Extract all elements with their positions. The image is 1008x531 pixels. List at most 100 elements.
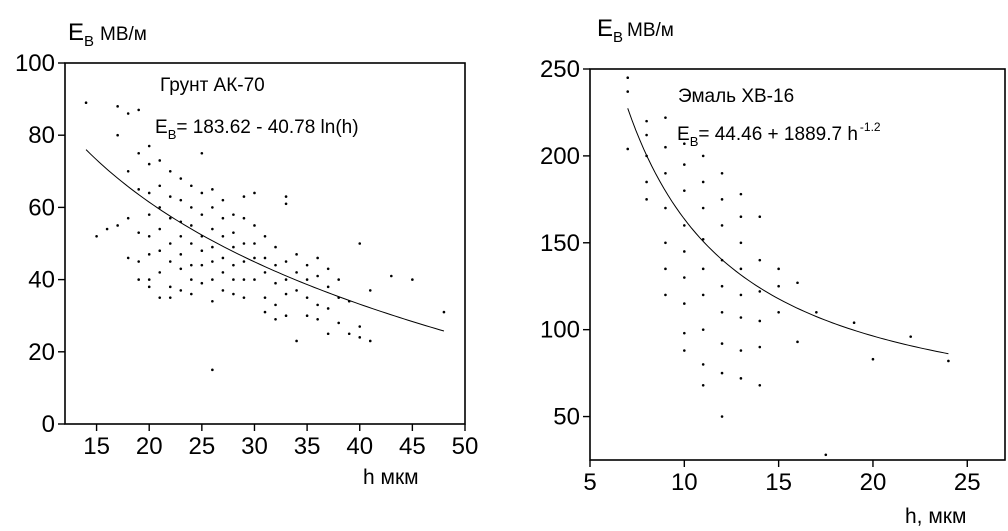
data-point	[137, 188, 140, 191]
data-point	[274, 303, 277, 307]
data-point	[720, 415, 724, 418]
data-point	[147, 285, 151, 289]
data-point	[232, 231, 235, 234]
x-tick-label: 25	[954, 469, 981, 496]
data-point	[168, 285, 172, 289]
y-tick-label: 60	[28, 194, 55, 221]
data-point	[316, 318, 319, 321]
data-point	[168, 242, 172, 245]
data-point	[253, 278, 256, 281]
x-tick-label: 40	[346, 433, 373, 460]
fit-formula-lhs: E	[677, 124, 690, 145]
data-point	[683, 224, 686, 227]
data-point	[758, 319, 762, 323]
data-point	[305, 314, 309, 318]
data-point	[190, 292, 193, 296]
data-point	[147, 278, 151, 281]
data-point	[168, 296, 172, 299]
data-point	[242, 296, 246, 299]
x-axis-ticks: 5 10 15 20 25	[583, 460, 981, 496]
y-axis-label-sub: B	[613, 29, 623, 46]
data-point	[253, 224, 256, 227]
y-axis-label: EB МВ/м	[597, 15, 674, 46]
data-point	[758, 215, 762, 219]
data-point	[147, 191, 151, 195]
data-point	[683, 302, 686, 305]
y-axis-label-unit: МВ/м	[627, 20, 674, 41]
y-tick-label: 80	[28, 122, 55, 149]
data-point	[274, 281, 277, 285]
data-point	[137, 108, 140, 112]
fit-formula-exponent: -1.2	[860, 120, 881, 134]
data-point	[126, 216, 130, 220]
data-point	[664, 171, 667, 175]
y-axis-ticks: 50 100 150 200 250	[540, 56, 590, 431]
data-point	[305, 278, 309, 281]
data-point	[284, 260, 288, 263]
data-point	[796, 281, 799, 285]
data-point	[274, 263, 277, 267]
y-axis-label-main: E	[597, 15, 613, 42]
data-point	[645, 198, 648, 201]
x-axis-label: h мкм	[363, 466, 419, 489]
data-point	[720, 171, 724, 175]
y-axis-label-main: E	[68, 19, 84, 46]
data-point	[211, 260, 214, 263]
x-tick-label: 15	[83, 433, 110, 460]
data-point	[701, 267, 705, 271]
data-point	[720, 310, 724, 314]
data-point	[190, 263, 193, 267]
y-tick-label: 20	[28, 339, 55, 366]
fit-formula-lhs-sub: B	[168, 127, 177, 142]
data-point	[126, 256, 130, 260]
x-tick-label: 20	[136, 433, 163, 460]
data-point	[137, 260, 140, 263]
data-point	[664, 293, 667, 297]
data-point	[645, 133, 648, 137]
data-point	[221, 256, 225, 260]
data-point	[84, 101, 88, 105]
data-point	[221, 198, 225, 202]
data-point	[179, 289, 183, 292]
data-point	[179, 267, 183, 271]
data-point	[645, 119, 648, 123]
data-point	[116, 105, 119, 108]
data-point	[683, 163, 686, 166]
data-point	[701, 154, 705, 158]
data-point	[190, 184, 193, 188]
x-tick-label: 20	[860, 469, 887, 496]
data-point	[796, 340, 799, 344]
y-tick-label: 250	[540, 56, 580, 83]
data-point	[295, 271, 298, 274]
x-tick-label: 15	[765, 469, 792, 496]
data-point	[221, 216, 225, 220]
fit-formula-rhs: = 183.62 - 40.78 ln(h)	[176, 117, 358, 138]
fit-curve	[85, 149, 445, 332]
fit-curve	[627, 108, 949, 355]
data-point	[701, 206, 705, 210]
data-point	[701, 293, 705, 297]
data-point	[347, 332, 351, 336]
data-point	[739, 241, 743, 245]
data-point	[316, 256, 319, 260]
data-point	[326, 267, 330, 271]
x-tick-label: 45	[399, 433, 426, 460]
data-point	[242, 195, 246, 198]
data-point	[739, 349, 743, 352]
data-point	[232, 278, 235, 281]
data-point	[295, 253, 298, 256]
data-point	[158, 184, 162, 188]
data-point	[701, 363, 705, 366]
data-point	[137, 278, 140, 281]
fit-formula-lhs-sub: B	[690, 134, 699, 149]
data-point	[126, 170, 130, 173]
y-tick-label: 40	[28, 267, 55, 294]
data-point	[683, 276, 686, 279]
data-point	[368, 339, 372, 343]
data-point	[683, 349, 686, 352]
data-point	[179, 234, 183, 238]
plot-frame	[64, 62, 466, 425]
data-point	[211, 245, 214, 249]
